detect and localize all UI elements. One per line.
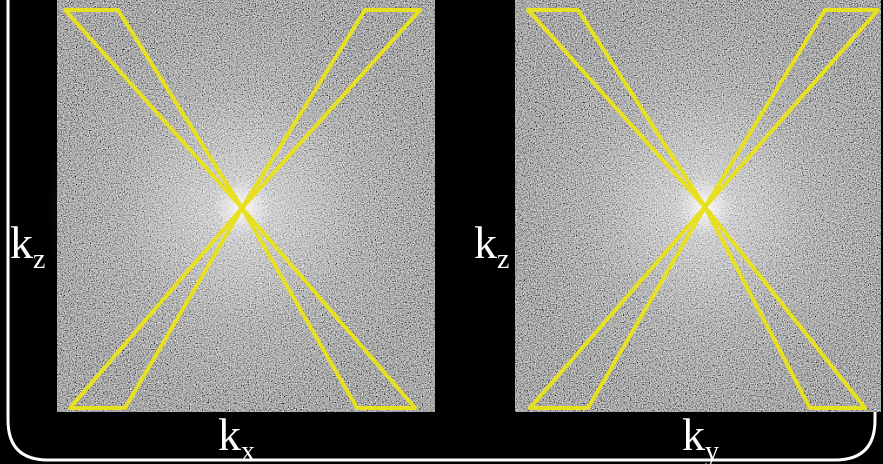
axis-letter: k: [474, 217, 497, 268]
axis-letter: k: [218, 409, 241, 460]
axis-subscript: y: [705, 436, 719, 464]
axis-letter: k: [682, 409, 705, 460]
axis-subscript: z: [33, 244, 45, 275]
spectrum-panel: kz ky: [474, 0, 883, 464]
axis-subscript: z: [497, 244, 509, 275]
figure: kz kx kz ky: [0, 0, 883, 464]
spectrum-panel: kz kx: [10, 0, 442, 464]
axis-subscript: x: [241, 436, 255, 464]
axis-letter: k: [10, 217, 33, 268]
